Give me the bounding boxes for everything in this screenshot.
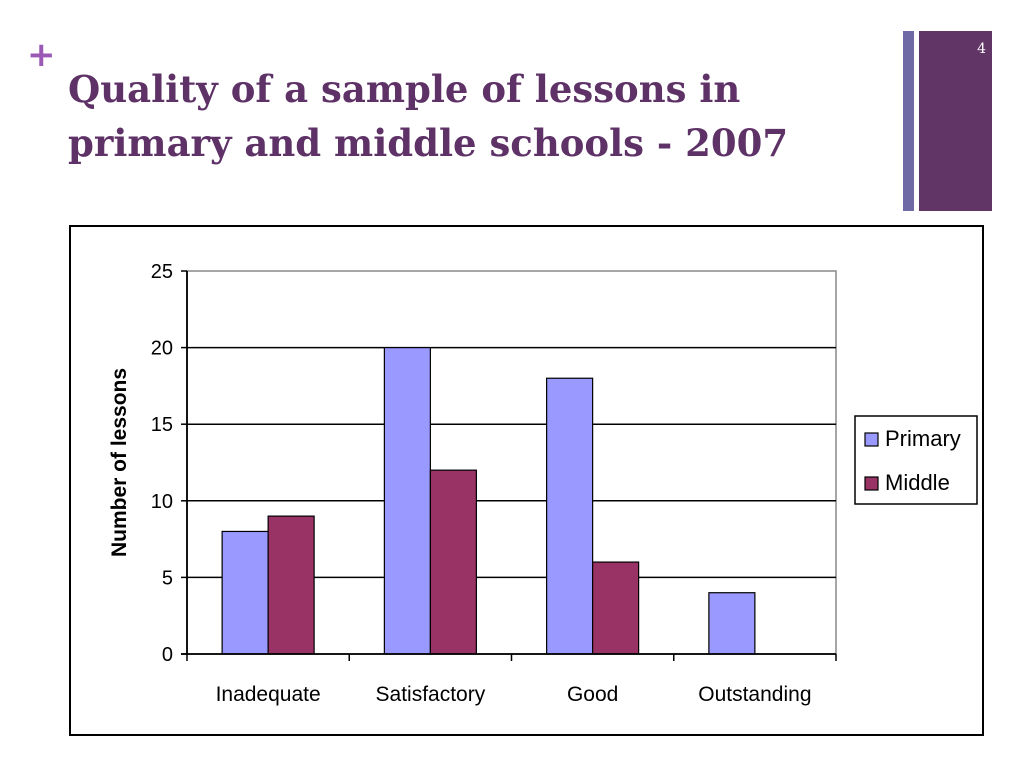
bar-middle-satisfactory xyxy=(429,469,477,655)
bar-primary-good xyxy=(546,377,594,655)
bar-primary-inadequate xyxy=(221,530,269,655)
y-tick-label: 0 xyxy=(162,644,173,666)
page-number: 4 xyxy=(977,41,986,57)
y-tick-label: 10 xyxy=(151,491,173,513)
legend-swatch-middle xyxy=(864,476,879,491)
plus-icon: + xyxy=(27,35,56,75)
slide-title: Quality of a sample of lessons in primar… xyxy=(68,67,789,165)
legend-label-primary: Primary xyxy=(885,426,961,451)
chart-frame: 0 5 10 15 20 25 Inadequate Satisfactory Good Outs… xyxy=(69,225,984,736)
legend-swatch-primary xyxy=(864,432,879,447)
y-tick-label: 25 xyxy=(151,261,173,283)
x-tick-label: Inadequate xyxy=(216,683,321,706)
bar-chart: 0 5 10 15 20 25 Inadequate Satisfactory Good Outs… xyxy=(108,261,978,706)
y-tick-label: 5 xyxy=(162,567,173,589)
x-tick-label: Outstanding xyxy=(698,683,811,706)
bar-primary-outstanding xyxy=(708,592,756,655)
y-tick-label: 15 xyxy=(151,414,173,436)
accent-bar xyxy=(903,31,914,211)
x-tick-label: Good xyxy=(567,683,618,706)
accent-box: 4 xyxy=(919,31,992,211)
legend-label-middle: Middle xyxy=(885,470,950,495)
y-axis-label: Number of lessons xyxy=(108,368,131,557)
bar-primary-satisfactory xyxy=(383,346,431,655)
bar-middle-good xyxy=(592,561,640,655)
bar-middle-inadequate xyxy=(267,515,315,655)
y-tick-label: 20 xyxy=(151,338,173,360)
legend xyxy=(854,415,978,505)
x-tick-label: Satisfactory xyxy=(376,683,486,706)
